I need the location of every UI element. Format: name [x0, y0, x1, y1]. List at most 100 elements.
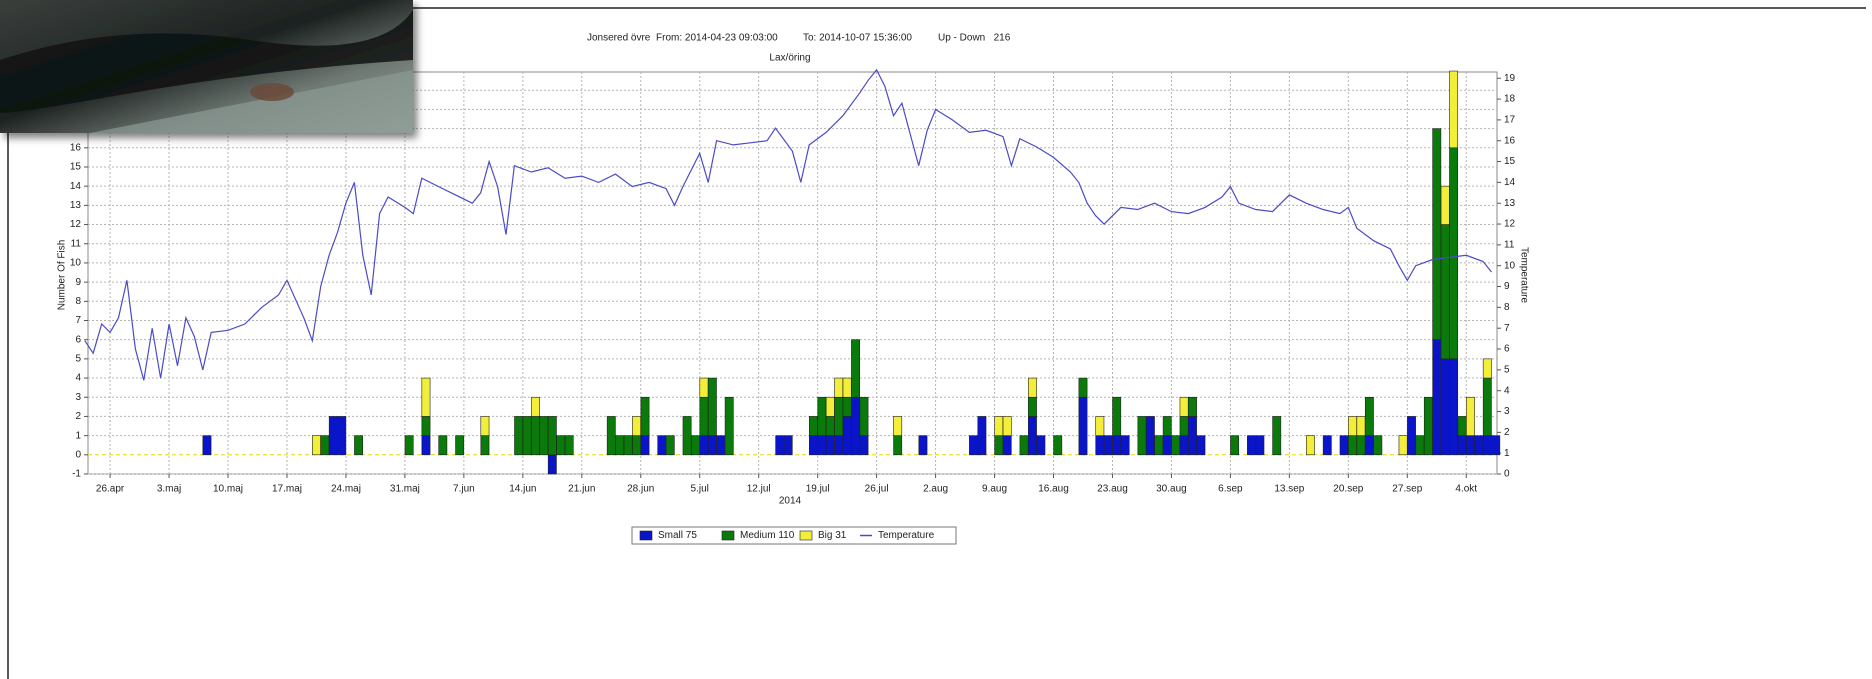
- bar: [1162, 416, 1172, 436]
- bar: [421, 416, 431, 436]
- bar: [1339, 435, 1349, 456]
- y2-tick-label: 10: [1504, 260, 1516, 271]
- bar: [1440, 358, 1450, 456]
- x-tick-label: 7.jun: [453, 484, 475, 495]
- bar: [1348, 435, 1357, 456]
- legend-label: Medium 110: [740, 530, 795, 541]
- bar: [699, 396, 709, 436]
- x-tick-label: 9.aug: [982, 484, 1007, 495]
- bar: [842, 396, 852, 417]
- bar: [404, 435, 414, 456]
- bar: [1457, 435, 1467, 456]
- x-tick-label: 10.maj: [213, 484, 243, 495]
- bar: [834, 435, 844, 456]
- x-axis-label: 2014: [779, 496, 802, 507]
- x-tick-label: 13.sep: [1274, 484, 1304, 495]
- bar: [1028, 416, 1037, 456]
- bar: [1474, 435, 1484, 456]
- bar: [1432, 339, 1442, 456]
- bar: [1373, 435, 1383, 456]
- legend-box: [631, 526, 957, 545]
- bar: [1196, 435, 1206, 456]
- bar: [547, 454, 557, 475]
- bar: [522, 416, 532, 456]
- y2-tick-label: 2: [1504, 427, 1510, 438]
- bar: [337, 416, 347, 456]
- x-tick-label: 12.jul: [747, 484, 771, 495]
- bar: [1407, 416, 1416, 456]
- bar: [1028, 377, 1037, 398]
- bar: [531, 396, 540, 417]
- bar: [1002, 435, 1012, 456]
- bar: [724, 396, 734, 456]
- y-tick-label: 7: [75, 315, 81, 326]
- bar: [1154, 435, 1164, 456]
- bar: [1449, 147, 1459, 360]
- bar: [682, 416, 692, 456]
- x-tick-label: 4.okt: [1455, 484, 1477, 495]
- bar: [1036, 435, 1046, 456]
- bar: [312, 435, 321, 456]
- bar: [455, 435, 465, 456]
- x-tick-label: 17.maj: [272, 484, 302, 495]
- bar: [1053, 435, 1063, 456]
- bar: [1112, 435, 1122, 456]
- bar: [1449, 70, 1459, 149]
- bar: [615, 435, 625, 456]
- bar: [1482, 358, 1492, 379]
- bar: [1423, 396, 1433, 456]
- bar: [1179, 396, 1189, 417]
- bar: [834, 377, 844, 398]
- x-tick-label: 5.jul: [691, 484, 709, 495]
- bar: [480, 435, 490, 456]
- y2-tick-label: 3: [1504, 406, 1510, 417]
- bar: [1028, 396, 1037, 417]
- y2-tick-label: 17: [1504, 115, 1516, 126]
- x-tick-label: 20.sep: [1333, 484, 1363, 495]
- bar: [1457, 416, 1467, 436]
- bar: [994, 416, 1004, 436]
- bar: [1103, 435, 1113, 456]
- chart-subtitle: Lax/öring: [769, 53, 810, 64]
- bar: [1398, 435, 1408, 456]
- bar: [1179, 435, 1189, 456]
- bar: [1078, 396, 1088, 456]
- y-tick-label: 5: [75, 354, 81, 365]
- bar: [851, 339, 860, 398]
- chart-title: Jonsered övre: [587, 33, 651, 44]
- bar: [1482, 435, 1492, 456]
- bar: [893, 416, 903, 436]
- y2-tick-label: 7: [1504, 323, 1510, 334]
- y2-tick-label: 16: [1504, 135, 1516, 146]
- y2-tick-label: 8: [1504, 302, 1510, 313]
- legend: Small 75 Medium 110 Big 31 Temperature: [639, 530, 935, 541]
- bar: [1356, 435, 1366, 456]
- bar: [640, 435, 650, 456]
- x-tick-label: 23.aug: [1097, 484, 1128, 495]
- bar: [1230, 435, 1240, 456]
- bar: [809, 416, 818, 436]
- y-tick-label: 16: [70, 142, 82, 153]
- bar: [1179, 416, 1189, 436]
- bar: [1449, 358, 1459, 456]
- bar: [514, 416, 524, 456]
- legend-swatch: [799, 530, 813, 541]
- bar: [1171, 435, 1181, 456]
- y-tick-label: 6: [75, 334, 81, 345]
- bar: [632, 416, 641, 436]
- x-tick-label: 21.jun: [568, 484, 595, 495]
- bar: [547, 416, 557, 456]
- bar: [539, 416, 549, 456]
- x-tick-label: 31.maj: [390, 484, 420, 495]
- x-tick-label: 26.apr: [96, 484, 125, 495]
- y2-tick-label: 15: [1504, 156, 1516, 167]
- y-tick-label: 8: [75, 296, 81, 307]
- bar: [1272, 416, 1282, 456]
- bar: [842, 377, 852, 398]
- bar: [1466, 396, 1475, 436]
- bar: [421, 377, 431, 417]
- bar: [1078, 377, 1088, 398]
- bar: [328, 416, 338, 456]
- period-to: To: 2014-10-07 15:36:00: [803, 33, 912, 44]
